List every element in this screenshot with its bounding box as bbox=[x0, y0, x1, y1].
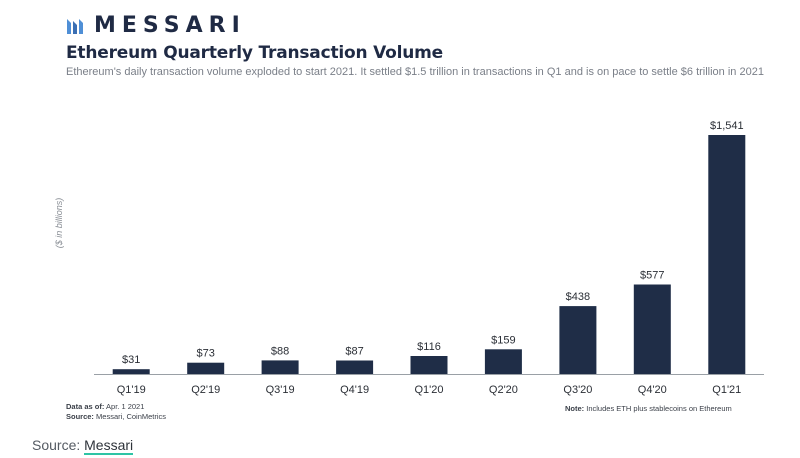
bar-Q220 bbox=[484, 349, 522, 374]
x-tick-label: Q3'20 bbox=[563, 384, 592, 396]
bar-Q219 bbox=[187, 362, 225, 374]
source-value: Messari, CoinMetrics bbox=[96, 412, 167, 421]
x-tick-label: Q2'20 bbox=[489, 384, 518, 396]
data-label: $73 bbox=[197, 348, 215, 360]
messari-logo-icon bbox=[67, 19, 83, 34]
y-axis-label: ($ in billions) bbox=[54, 198, 64, 249]
bar-chart: ($ in billions) $31 Q1'19 $73 Q2'19 $88 Q3'19 $… bbox=[54, 120, 764, 396]
data-label: $438 bbox=[566, 291, 590, 303]
note-value: Includes ETH plus stablecoins on Ethereu… bbox=[586, 404, 732, 413]
note-label: Note: bbox=[565, 404, 585, 413]
brand-name: MESSARI bbox=[94, 13, 246, 38]
source-label: Source: bbox=[66, 412, 94, 421]
data-label: $87 bbox=[345, 346, 363, 358]
bar-Q119 bbox=[112, 369, 150, 374]
data-label: $31 bbox=[122, 354, 140, 366]
data-label: $116 bbox=[417, 341, 441, 353]
messari-logo: MESSARI bbox=[66, 14, 246, 38]
chart-card: MESSARI Ethereum Quarterly Transaction V… bbox=[52, 8, 780, 424]
source-link[interactable]: Messari bbox=[84, 437, 134, 455]
x-tick-label: Q1'19 bbox=[117, 384, 146, 396]
footnote-right: Note: Includes ETH plus stablecoins on E… bbox=[565, 404, 732, 413]
bar-Q419 bbox=[336, 360, 374, 374]
data-label: $1,541 bbox=[710, 120, 744, 132]
x-tick-label: Q4'19 bbox=[340, 384, 369, 396]
bar-Q121 bbox=[708, 135, 746, 374]
x-tick-label: Q1'20 bbox=[414, 384, 443, 396]
chart-title: Ethereum Quarterly Transaction Volume bbox=[66, 43, 443, 63]
x-tick-label: Q1'21 bbox=[712, 384, 741, 396]
bar-Q319 bbox=[261, 360, 299, 374]
data-as-of-value: Apr. 1 2021 bbox=[106, 402, 145, 411]
source-caption: Source: Messari bbox=[32, 437, 134, 455]
chart-subtitle: Ethereum's daily transaction volume expl… bbox=[66, 66, 764, 78]
data-label: $577 bbox=[640, 270, 664, 282]
bar-Q420 bbox=[633, 284, 671, 374]
x-tick-label: Q3'19 bbox=[266, 384, 295, 396]
x-tick-label: Q2'19 bbox=[191, 384, 220, 396]
bar-Q120 bbox=[410, 356, 448, 374]
data-as-of-label: Data as of: bbox=[66, 402, 105, 411]
source-caption-prefix: Source: bbox=[32, 437, 81, 453]
footnote-left: Data as of: Apr. 1 2021 Source: Messari,… bbox=[66, 402, 166, 422]
data-label: $159 bbox=[491, 334, 515, 346]
data-label: $88 bbox=[271, 345, 289, 357]
bar-Q320 bbox=[559, 306, 597, 374]
x-tick-label: Q4'20 bbox=[638, 384, 667, 396]
